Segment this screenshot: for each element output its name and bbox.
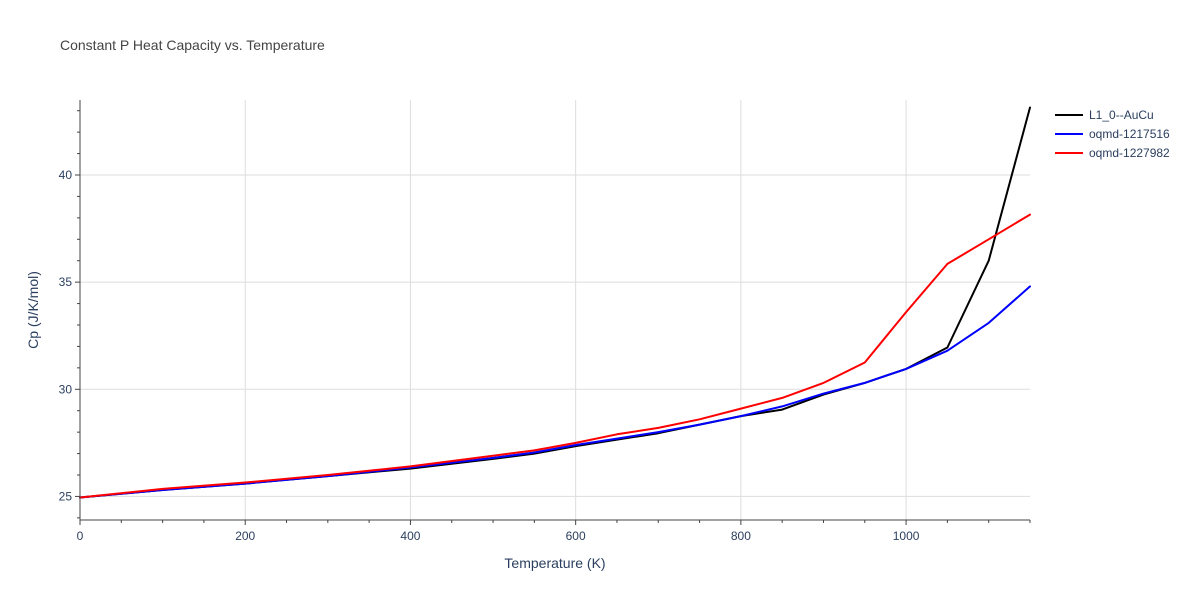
x-tick-labels: 0 200 400 600 800 1000 bbox=[77, 529, 920, 543]
legend-label: oqmd-1217516 bbox=[1089, 127, 1170, 141]
series-line-3 bbox=[79, 213, 1031, 499]
legend-item-3[interactable]: oqmd-1227982 bbox=[1055, 146, 1170, 160]
legend[interactable]: L1_0--AuCu oqmd-1217516 oqmd-1227982 bbox=[1055, 108, 1170, 160]
legend-item-2[interactable]: oqmd-1217516 bbox=[1055, 127, 1170, 141]
y-tick-label: 35 bbox=[59, 275, 73, 289]
legend-item-1[interactable]: L1_0--AuCu bbox=[1055, 108, 1154, 122]
x-tick-label: 1000 bbox=[893, 529, 920, 543]
axes-layer bbox=[75, 100, 1031, 525]
y-tick-label: 30 bbox=[59, 382, 73, 396]
series-line-2 bbox=[79, 285, 1031, 499]
y-tick-labels: 25 30 35 40 bbox=[59, 168, 73, 503]
x-tick-label: 200 bbox=[235, 529, 255, 543]
x-tick-label: 600 bbox=[566, 529, 586, 543]
y-tick-label: 25 bbox=[59, 489, 73, 503]
y-axis-title: Cp (J/K/mol) bbox=[25, 271, 41, 349]
x-tick-label: 800 bbox=[731, 529, 751, 543]
series-line-1 bbox=[79, 106, 1031, 499]
x-tick-label: 400 bbox=[400, 529, 420, 543]
x-tick-label: 0 bbox=[77, 529, 84, 543]
chart-title: Constant P Heat Capacity vs. Temperature bbox=[60, 37, 325, 53]
x-axis-title: Temperature (K) bbox=[504, 555, 605, 571]
series-layer bbox=[79, 106, 1031, 499]
legend-label: L1_0--AuCu bbox=[1089, 108, 1154, 122]
y-tick-label: 40 bbox=[59, 168, 73, 182]
grid-layer bbox=[80, 100, 1030, 520]
legend-label: oqmd-1227982 bbox=[1089, 146, 1170, 160]
